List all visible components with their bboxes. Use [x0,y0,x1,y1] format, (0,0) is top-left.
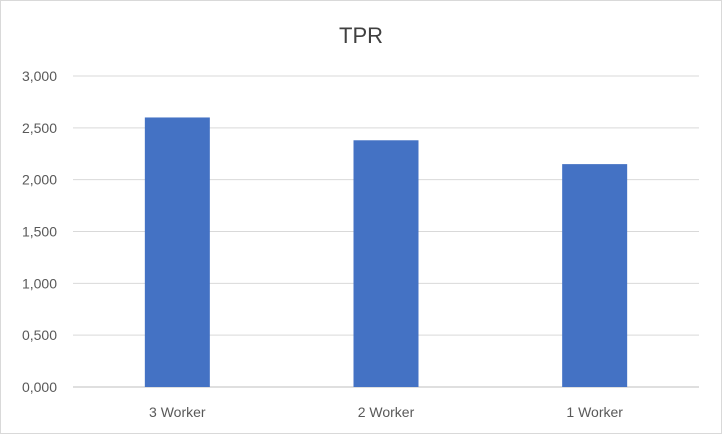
y-tick-label: 0,000 [22,379,57,395]
y-tick-label: 2,500 [22,120,57,136]
bar [144,117,210,387]
bars [144,117,628,387]
y-tick-label: 0,500 [22,327,57,343]
chart-title: TPR [339,23,383,48]
x-tick-label: 1 Worker [566,404,623,420]
bar [353,140,419,387]
y-tick-label: 1,500 [22,224,57,240]
x-tick-label: 2 Worker [358,404,415,420]
bar [562,164,628,387]
y-tick-label: 1,000 [22,275,57,291]
x-tick-label: 3 Worker [149,404,206,420]
y-tick-label: 3,000 [22,68,57,84]
x-axis-tick-labels: 3 Worker 2 Worker 1 Worker [149,404,623,420]
y-tick-label: 2,000 [22,172,57,188]
y-axis-tick-labels: 0,000 0,500 1,000 1,500 2,000 2,500 3,000 [22,68,57,395]
